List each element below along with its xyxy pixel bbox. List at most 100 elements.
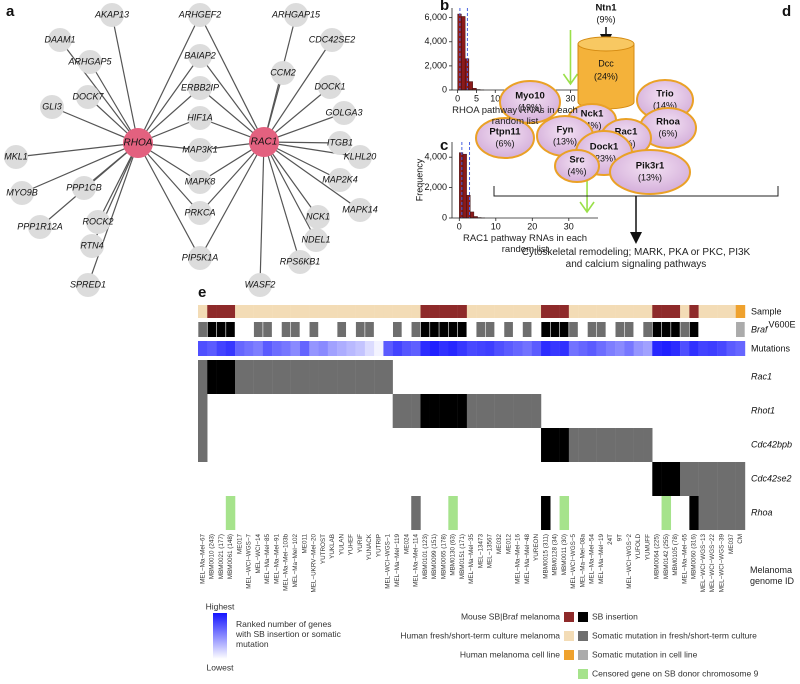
legend-swatch — [578, 612, 588, 622]
column-label: MBM0130 (63) — [450, 534, 457, 576]
row-label: Braf — [751, 324, 769, 334]
sample-cell — [355, 305, 366, 318]
mutation-cell — [281, 341, 291, 356]
braf-cell — [559, 322, 569, 337]
network-edge — [263, 141, 319, 218]
gene-node — [306, 205, 330, 229]
gene-cell — [420, 394, 430, 428]
sample-cell — [244, 305, 254, 318]
column-label: MEL−Ma−Mel−48 — [524, 534, 531, 584]
gene-label: CCM2 — [270, 67, 296, 77]
gene-node — [188, 246, 212, 270]
mutation-cell — [216, 341, 227, 356]
sample-cell — [559, 305, 570, 318]
gene-cell — [624, 428, 634, 462]
gene-node — [188, 170, 212, 194]
column-label: MEL−WCI−WGS−22 — [709, 534, 716, 593]
hub-node — [249, 127, 279, 157]
pathway-name: Fyn — [557, 125, 574, 136]
gene-cell — [513, 394, 523, 428]
braf-cell — [365, 322, 374, 337]
network-edge — [199, 141, 265, 259]
gene-label: MAP2K4 — [322, 174, 358, 184]
column-label: YUMUFF — [644, 534, 651, 560]
gene-cell — [633, 428, 644, 462]
mutation-cell — [466, 341, 477, 356]
mutation-cell — [299, 341, 310, 356]
gene-label: ROCK2 — [82, 216, 113, 226]
braf-cell — [736, 322, 745, 337]
gene-cell — [337, 360, 347, 394]
sample-cell — [707, 305, 718, 318]
gene-cell — [698, 496, 709, 530]
gene-cell — [661, 462, 672, 496]
gene-node — [248, 273, 272, 297]
mutation-cell — [355, 341, 366, 356]
pathway-share: (6%) — [495, 138, 514, 148]
braf-cell — [596, 322, 606, 337]
pathway-name: Rhoa — [656, 117, 680, 128]
sample-cell — [448, 305, 458, 318]
mutation-cell — [726, 341, 736, 356]
x-tick-label: 20 — [527, 221, 537, 231]
column-label: YUTROST — [320, 534, 327, 564]
gene-node — [80, 234, 104, 258]
gene-cell — [652, 462, 662, 496]
gene-cell — [374, 360, 384, 394]
mutation-cell — [448, 341, 458, 356]
sample-cell — [735, 305, 746, 318]
mutation-cell — [420, 341, 430, 356]
sample-cell — [726, 305, 736, 318]
column-label: MBM0105 (78) — [672, 534, 679, 576]
mutation-cell — [698, 341, 709, 356]
gene-label: WASF2 — [245, 279, 276, 289]
braf-cell — [337, 322, 347, 337]
histogram-bar — [462, 153, 467, 219]
gene-label: ERBB2IP — [181, 82, 219, 92]
gene-node — [40, 95, 64, 119]
row-label: Rhoa — [751, 507, 773, 517]
column-label: YUNACK — [366, 533, 373, 560]
gene-cell — [309, 360, 319, 394]
gene-cell — [429, 394, 440, 428]
column-label: YUREON — [533, 534, 540, 561]
column-label: MEL−WCI−WGS−7 — [246, 534, 253, 589]
sample-cell — [420, 305, 430, 318]
braf-cell — [216, 322, 226, 337]
hub-label: RHOA — [124, 138, 153, 149]
braf-cell — [263, 322, 272, 337]
braf-cell — [652, 322, 662, 337]
gene-label: CDC42SE2 — [309, 34, 356, 44]
sample-cell — [401, 305, 412, 318]
gene-cell — [735, 462, 746, 496]
column-label: MEL−WCI−14 — [255, 534, 262, 574]
row-label: Mutations — [751, 343, 791, 353]
mutation-cell — [337, 341, 347, 356]
gene-cell — [318, 360, 328, 394]
gene-cell — [448, 394, 458, 428]
network-edge — [137, 142, 201, 259]
mutation-cell — [531, 341, 542, 356]
gene-cell — [299, 360, 310, 394]
mutation-cell — [680, 341, 690, 356]
dcc-cylinder-top — [577, 36, 635, 52]
gene-cell — [216, 360, 227, 394]
legend-swatch — [564, 612, 574, 622]
mutation-cell — [262, 341, 273, 356]
gene-label: DAAM1 — [44, 34, 75, 44]
pathway-name: Src — [569, 155, 584, 166]
gene-cell — [346, 360, 356, 394]
y-tick-label: 0 — [442, 212, 447, 222]
mutation-cell — [272, 341, 282, 356]
column-label: MEL−Ma−Mel−67 — [199, 534, 206, 584]
braf-cell — [522, 322, 532, 337]
mutation-cell — [643, 341, 653, 356]
network-edge — [137, 142, 201, 214]
gene-cell — [707, 496, 718, 530]
column-label: YUTRIP — [375, 534, 382, 557]
gene-label: ARHGEF2 — [178, 9, 222, 19]
gene-cell — [707, 462, 718, 496]
gene-node — [288, 250, 312, 274]
braf-cell — [309, 322, 319, 337]
